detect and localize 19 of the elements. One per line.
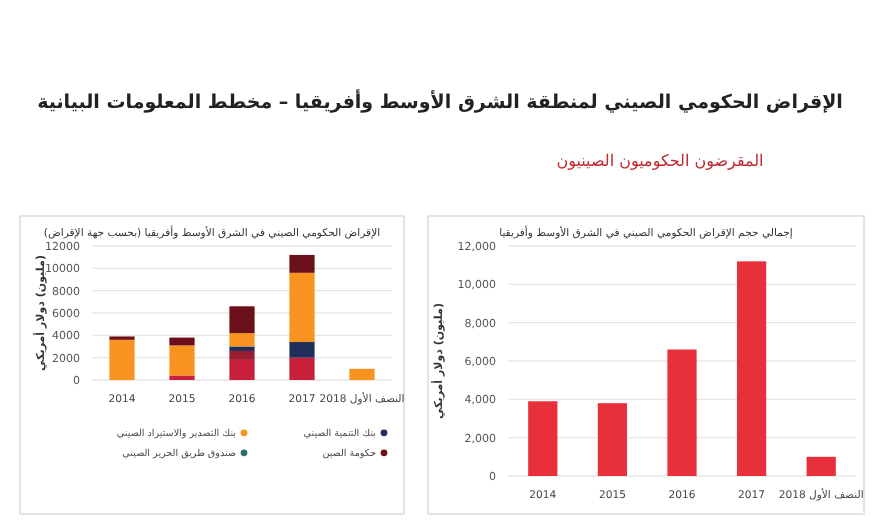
bar [229, 306, 255, 334]
bar [736, 261, 767, 476]
bar [289, 357, 315, 380]
text: الإقراض الحكومي الصيني لمنطقة الشرق الأوسط وأفريقيا – مخطط المعلومات البيانية [37, 88, 843, 114]
bar [169, 345, 195, 376]
text: المقرضون الحكوميون الصينيون [556, 152, 764, 170]
bar [289, 272, 315, 343]
bar [289, 342, 315, 358]
bar [169, 337, 195, 346]
bar [109, 339, 135, 380]
bar [667, 349, 697, 476]
bar [349, 368, 375, 380]
bar [229, 359, 255, 380]
bar [229, 333, 255, 347]
bar [229, 350, 255, 360]
bar [289, 254, 315, 273]
bar [597, 403, 628, 476]
bar [806, 456, 836, 476]
bar [528, 401, 558, 476]
